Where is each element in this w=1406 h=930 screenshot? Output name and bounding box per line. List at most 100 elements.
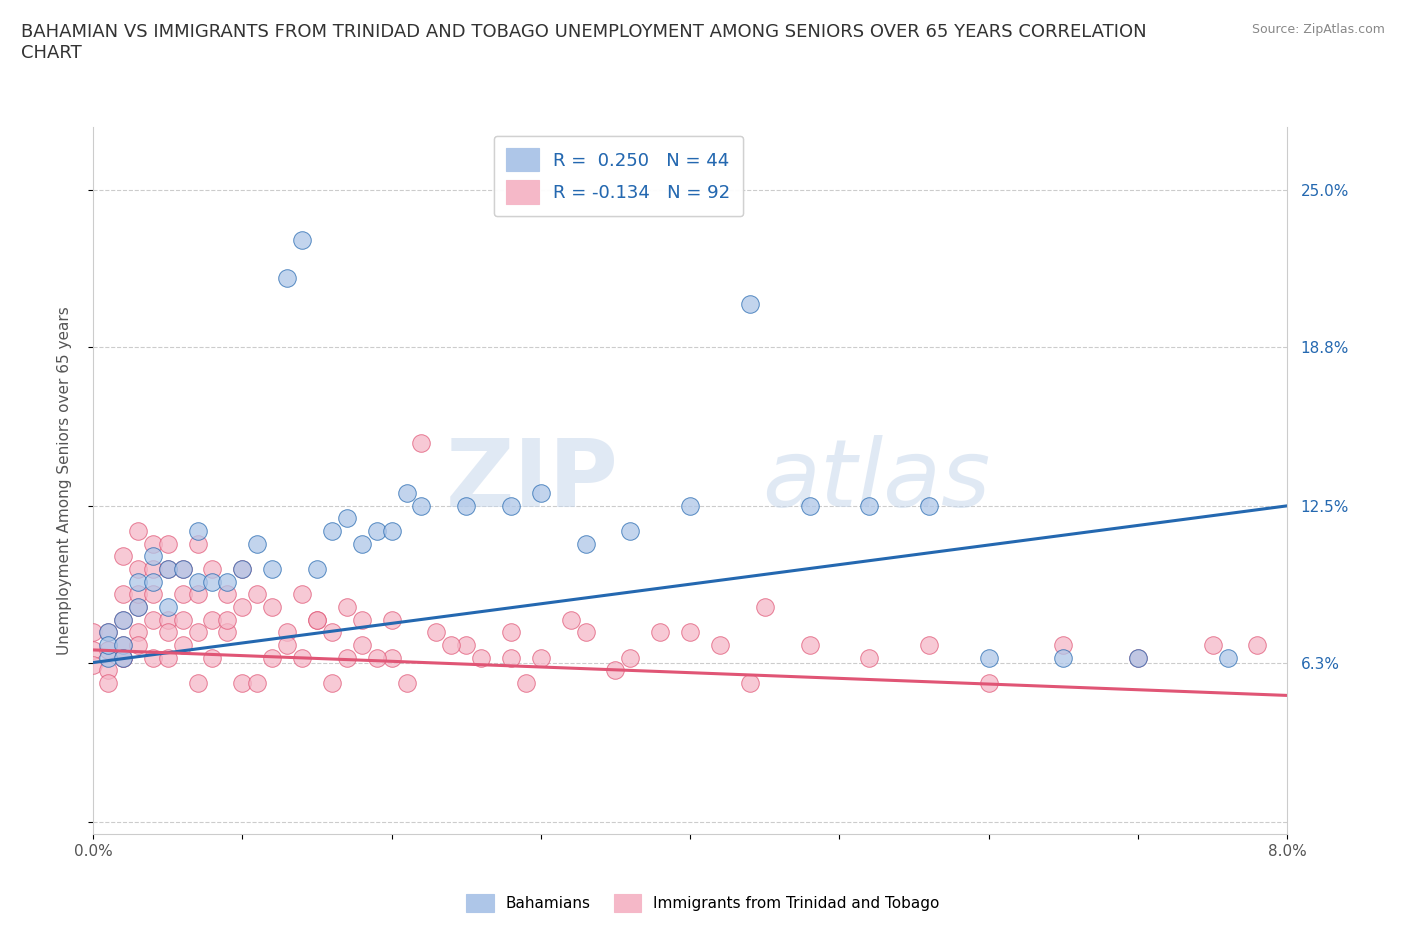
Point <box>605 663 627 678</box>
Point <box>186 587 208 602</box>
Point <box>276 625 298 640</box>
Point <box>799 637 821 652</box>
Point <box>142 562 165 577</box>
Point <box>142 587 165 602</box>
Point <box>142 549 165 564</box>
Point <box>305 562 328 577</box>
Point <box>336 600 359 615</box>
Point <box>575 625 598 640</box>
Point <box>111 549 134 564</box>
Text: atlas: atlas <box>762 435 990 526</box>
Point <box>456 637 478 652</box>
Point <box>321 524 343 538</box>
Point <box>499 625 522 640</box>
Point <box>156 650 179 665</box>
Point <box>411 498 433 513</box>
Point <box>470 650 492 665</box>
Point <box>142 574 165 589</box>
Point <box>201 650 224 665</box>
Point <box>336 650 359 665</box>
Point <box>650 625 672 640</box>
Point <box>440 637 463 652</box>
Point <box>246 675 269 690</box>
Point <box>738 675 761 690</box>
Point <box>321 625 343 640</box>
Point <box>1246 637 1268 652</box>
Point <box>679 625 702 640</box>
Point <box>231 675 253 690</box>
Point <box>1126 650 1149 665</box>
Point <box>262 562 284 577</box>
Point <box>111 637 134 652</box>
Point <box>679 498 702 513</box>
Point <box>156 612 179 627</box>
Point <box>156 600 179 615</box>
Point <box>186 675 208 690</box>
Point <box>515 675 537 690</box>
Point <box>111 612 134 627</box>
Point <box>111 637 134 652</box>
Point <box>127 524 149 538</box>
Point <box>111 650 134 665</box>
Point <box>1126 650 1149 665</box>
Point <box>127 587 149 602</box>
Point <box>350 612 373 627</box>
Point <box>350 637 373 652</box>
Point <box>1052 650 1074 665</box>
Point <box>336 511 359 525</box>
Point <box>156 562 179 577</box>
Point <box>858 498 880 513</box>
Point <box>350 537 373 551</box>
Point <box>97 637 120 652</box>
Point <box>709 637 731 652</box>
Point <box>231 562 253 577</box>
Point <box>799 498 821 513</box>
Point <box>305 612 328 627</box>
Point <box>619 524 641 538</box>
Point <box>738 296 761 311</box>
Point <box>217 625 239 640</box>
Point <box>262 600 284 615</box>
Point <box>246 587 269 602</box>
Point <box>918 498 941 513</box>
Point <box>142 612 165 627</box>
Y-axis label: Unemployment Among Seniors over 65 years: Unemployment Among Seniors over 65 years <box>58 306 72 655</box>
Point <box>127 625 149 640</box>
Point <box>1216 650 1239 665</box>
Point <box>156 562 179 577</box>
Point <box>186 574 208 589</box>
Point <box>246 537 269 551</box>
Point <box>305 612 328 627</box>
Point <box>82 643 104 658</box>
Point <box>186 537 208 551</box>
Point <box>97 675 120 690</box>
Point <box>97 650 120 665</box>
Point <box>858 650 880 665</box>
Point <box>262 650 284 665</box>
Point <box>82 658 104 672</box>
Point <box>186 625 208 640</box>
Point <box>82 625 104 640</box>
Point <box>977 675 1000 690</box>
Point <box>918 637 941 652</box>
Point <box>381 612 404 627</box>
Point <box>560 612 582 627</box>
Point <box>575 537 598 551</box>
Legend: Bahamians, Immigrants from Trinidad and Tobago: Bahamians, Immigrants from Trinidad and … <box>460 888 946 918</box>
Point <box>276 637 298 652</box>
Point <box>156 625 179 640</box>
Point <box>172 562 194 577</box>
Point <box>381 524 404 538</box>
Point <box>977 650 1000 665</box>
Point <box>456 498 478 513</box>
Point <box>111 650 134 665</box>
Point <box>172 562 194 577</box>
Point <box>111 612 134 627</box>
Point <box>97 643 120 658</box>
Point <box>366 650 388 665</box>
Point <box>127 637 149 652</box>
Point <box>201 574 224 589</box>
Point <box>127 574 149 589</box>
Point <box>217 612 239 627</box>
Point <box>321 675 343 690</box>
